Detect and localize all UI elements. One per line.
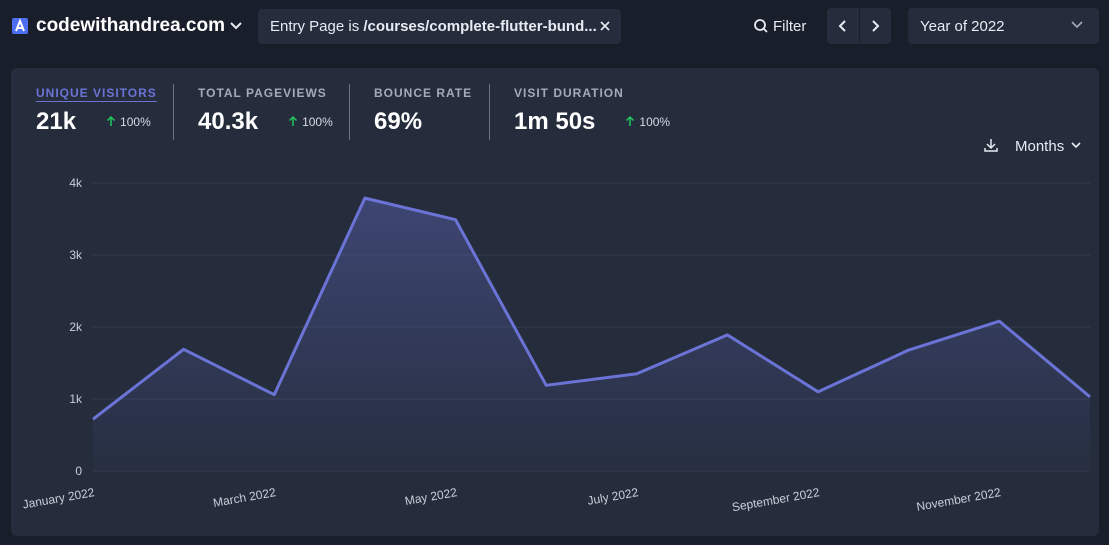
stat-label[interactable]: TOTAL PAGEVIEWS xyxy=(198,86,327,100)
filter-icon xyxy=(754,19,768,33)
y-tick-label: 4k xyxy=(69,176,83,190)
stat-label[interactable]: UNIQUE VISITORS xyxy=(36,86,157,100)
change-arrow xyxy=(107,115,116,126)
filter-chip[interactable] xyxy=(258,9,621,44)
x-tick-label: May 2022 xyxy=(404,485,459,508)
stat-label[interactable]: VISIT DURATION xyxy=(514,86,624,100)
prev-period[interactable] xyxy=(837,19,849,33)
y-tick-label: 3k xyxy=(69,248,83,262)
stat-divider xyxy=(349,84,350,140)
stat-value: 21k xyxy=(36,108,77,135)
stat-label[interactable]: BOUNCE RATE xyxy=(374,86,473,100)
interval-chevron xyxy=(1071,142,1081,149)
stat-change: 100% xyxy=(120,115,151,129)
y-tick-label: 1k xyxy=(69,392,83,406)
stat-value: 1m 50s xyxy=(514,108,596,135)
stat-value: 40.3k xyxy=(198,108,259,135)
download-button[interactable] xyxy=(983,137,999,153)
filter-text: Entry Page is /courses/complete-flutter-… xyxy=(270,18,597,35)
period-chevron xyxy=(1071,21,1083,29)
filter-remove[interactable] xyxy=(599,20,611,32)
x-tick-label: March 2022 xyxy=(212,485,277,510)
stat-change: 100% xyxy=(302,115,333,129)
site-logo xyxy=(12,18,28,34)
site-dropdown[interactable] xyxy=(229,20,243,32)
stat-change: 100% xyxy=(639,115,671,129)
next-period[interactable] xyxy=(869,19,881,33)
x-tick-label: July 2022 xyxy=(586,485,639,508)
x-tick-label: January 2022 xyxy=(21,485,95,511)
filter-label: Entry Page is xyxy=(270,18,360,35)
change-arrow xyxy=(289,115,298,126)
stat-divider xyxy=(173,84,174,140)
nav-divider xyxy=(859,8,860,44)
y-tick-label: 0 xyxy=(75,464,82,478)
filter-value: /courses/complete-flutter-bund... xyxy=(363,18,597,35)
stat-value: 69% xyxy=(374,108,423,135)
x-tick-label: September 2022 xyxy=(731,485,821,514)
period-select[interactable] xyxy=(908,8,1099,44)
period-label: Year of 2022 xyxy=(920,18,1005,35)
stat-divider xyxy=(489,84,490,140)
line-area xyxy=(93,198,1090,471)
filter-button[interactable]: Filter xyxy=(773,18,807,35)
y-tick-label: 2k xyxy=(69,320,83,334)
change-arrow xyxy=(626,115,635,126)
line xyxy=(92,196,1091,421)
interval-select[interactable]: Months xyxy=(1015,138,1065,155)
site-name[interactable]: codewithandrea.com xyxy=(36,15,225,36)
logo-glyph xyxy=(15,18,25,32)
x-tick-label: November 2022 xyxy=(915,485,1002,514)
